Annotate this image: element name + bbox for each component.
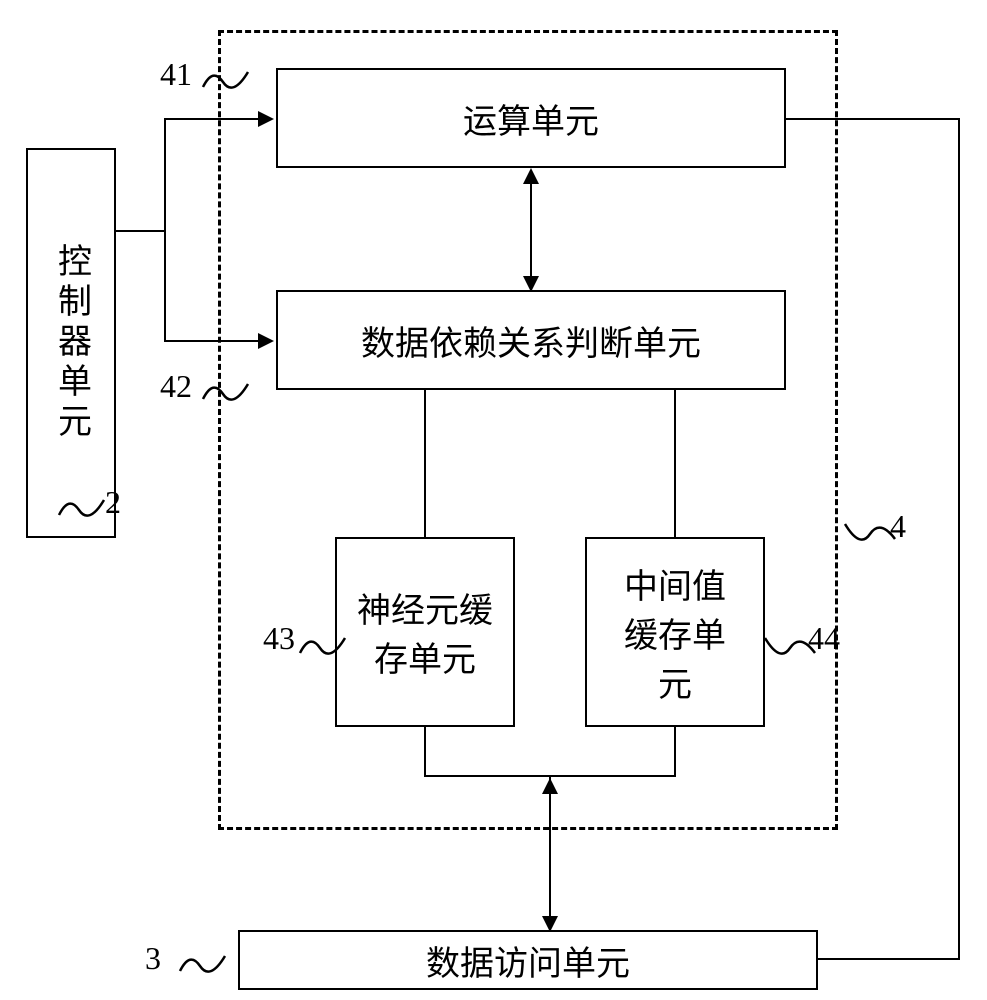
squiggle-44 xyxy=(760,628,820,658)
squiggle-42 xyxy=(198,374,258,404)
arrow-merge-down xyxy=(542,916,558,932)
controller-label: 控制器单元 xyxy=(47,243,96,443)
data-access-box: 数据访问单元 xyxy=(238,930,818,990)
ref-43: 43 xyxy=(263,620,295,657)
edge-loop-top xyxy=(786,118,960,120)
neuron-cache-label: 神经元缓存单元 xyxy=(357,583,493,681)
dependency-box: 数据依赖关系判断单元 xyxy=(276,290,786,390)
squiggle-2 xyxy=(54,490,114,520)
dependency-label: 数据依赖关系判断单元 xyxy=(361,316,701,365)
edge-inter-down xyxy=(674,727,676,777)
ref-41: 41 xyxy=(160,56,192,93)
edge-comp-dep xyxy=(530,182,532,278)
edge-ctrl-stem xyxy=(116,230,166,232)
ref-42: 42 xyxy=(160,368,192,405)
intermediate-cache-label: 中间值缓存单元 xyxy=(624,559,726,706)
edge-merge-down xyxy=(549,775,551,918)
edge-neuron-down xyxy=(424,727,426,777)
intermediate-cache-box: 中间值缓存单元 xyxy=(585,537,765,727)
arrow-comp-dep-up xyxy=(523,168,539,184)
ref-3: 3 xyxy=(145,940,161,977)
edge-ctrl-vstem xyxy=(164,118,166,342)
edge-loop-right xyxy=(958,118,960,960)
squiggle-4 xyxy=(840,514,900,544)
edge-dep-neuron xyxy=(424,390,426,537)
edge-dep-inter xyxy=(674,390,676,537)
squiggle-43 xyxy=(295,628,355,658)
edge-ctrl-to-dep xyxy=(164,340,260,342)
compute-box: 运算单元 xyxy=(276,68,786,168)
compute-label: 运算单元 xyxy=(463,94,599,143)
arrow-ctrl-compute xyxy=(258,111,274,127)
edge-ctrl-to-compute xyxy=(164,118,260,120)
arrow-comp-dep-down xyxy=(523,276,539,292)
neuron-cache-box: 神经元缓存单元 xyxy=(335,537,515,727)
arrow-ctrl-dep xyxy=(258,333,274,349)
squiggle-41 xyxy=(198,62,258,92)
edge-loop-bottom xyxy=(818,958,960,960)
diagram-root: 控制器单元 运算单元 数据依赖关系判断单元 神经元缓存单元 中间值缓存单元 数据… xyxy=(0,0,987,1000)
controller-box: 控制器单元 xyxy=(26,148,116,538)
arrow-merge-up xyxy=(542,778,558,794)
squiggle-3 xyxy=(175,946,235,976)
data-access-label: 数据访问单元 xyxy=(426,936,630,985)
